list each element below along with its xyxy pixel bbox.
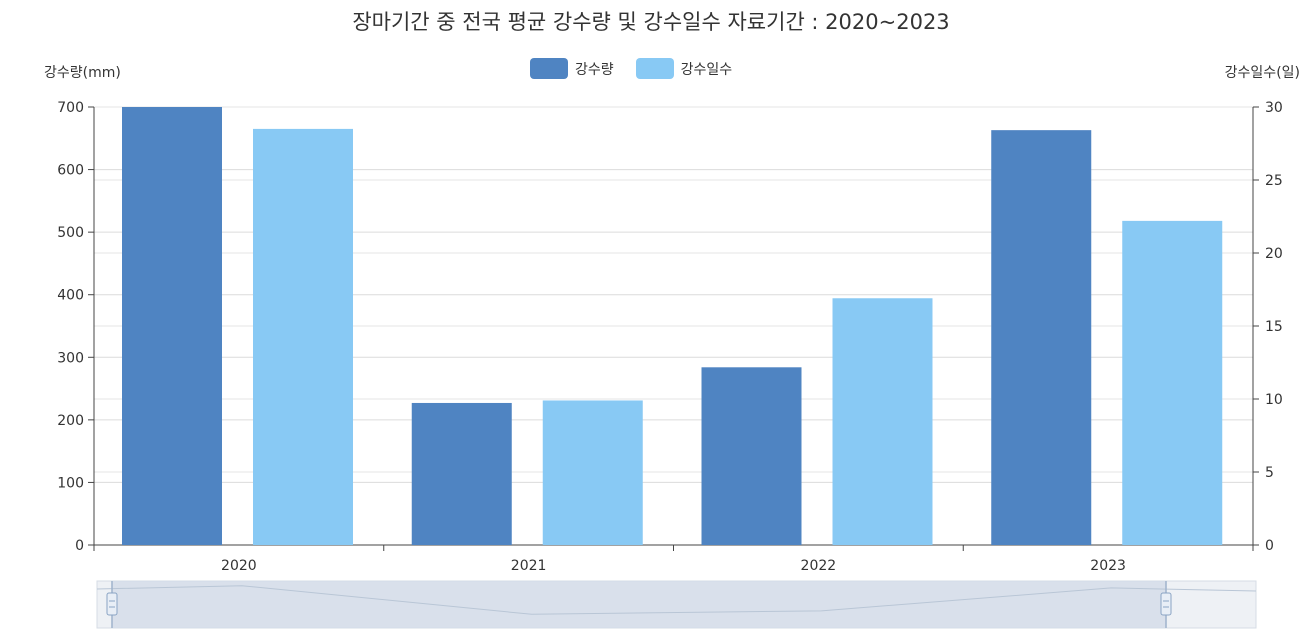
- bar-rain-days-2023[interactable]: [1122, 220, 1223, 545]
- legend-label-rainfall: 강수량: [575, 61, 614, 78]
- right-tick-label: 25: [1265, 173, 1283, 189]
- left-tick-label: 600: [57, 163, 84, 179]
- data-zoom-preview-line: [96, 585, 1257, 615]
- right-tick-label: 5: [1265, 465, 1274, 481]
- legend: 강수량 강수일수: [530, 58, 732, 79]
- legend-swatch-rain-days: [635, 58, 674, 79]
- left-tick-label: 100: [57, 475, 84, 491]
- right-tick-label: 15: [1265, 319, 1283, 335]
- bar-rain-days-2021[interactable]: [542, 400, 643, 545]
- x-tick-label: 2023: [1090, 558, 1126, 574]
- left-tick-label: 500: [57, 225, 84, 241]
- legend-item-rainfall[interactable]: 강수량: [530, 58, 614, 79]
- data-zoom-start-handle[interactable]: [106, 592, 118, 616]
- left-tick-label: 0: [75, 538, 84, 554]
- x-tick-label: 2020: [221, 558, 257, 574]
- data-zoom-selection[interactable]: [112, 581, 1166, 628]
- legend-swatch-rainfall: [530, 58, 568, 79]
- x-tick-label: 2022: [801, 558, 837, 574]
- right-tick-label: 30: [1265, 100, 1283, 116]
- left-tick-label: 300: [57, 350, 84, 366]
- legend-item-rain-days[interactable]: 강수일수: [635, 58, 733, 79]
- right-tick-label: 10: [1265, 392, 1283, 408]
- right-axis-label: 강수일수(일): [1224, 65, 1300, 81]
- chart-title: 장마기간 중 전국 평균 강수량 및 강수일수 자료기간 : 2020~2023: [352, 10, 950, 34]
- bar-rain-days-2020[interactable]: [253, 128, 353, 545]
- left-tick-label: 400: [57, 288, 84, 304]
- left-tick-label: 200: [57, 413, 84, 429]
- x-tick-label: 2021: [511, 558, 547, 574]
- left-axis-label: 강수량(mm): [44, 65, 121, 81]
- bar-rainfall-2022[interactable]: [701, 367, 802, 545]
- data-zoom-end-handle[interactable]: [1160, 592, 1172, 616]
- bar-rain-days-2022[interactable]: [832, 298, 933, 545]
- legend-label-rain-days: 강수일수: [680, 61, 733, 78]
- left-tick-label: 700: [57, 100, 84, 116]
- bar-rainfall-2020[interactable]: [122, 107, 222, 545]
- bar-rainfall-2021[interactable]: [411, 402, 512, 545]
- right-tick-label: 20: [1265, 246, 1283, 262]
- bar-rainfall-2023[interactable]: [991, 130, 1092, 545]
- right-tick-label: 0: [1265, 538, 1274, 554]
